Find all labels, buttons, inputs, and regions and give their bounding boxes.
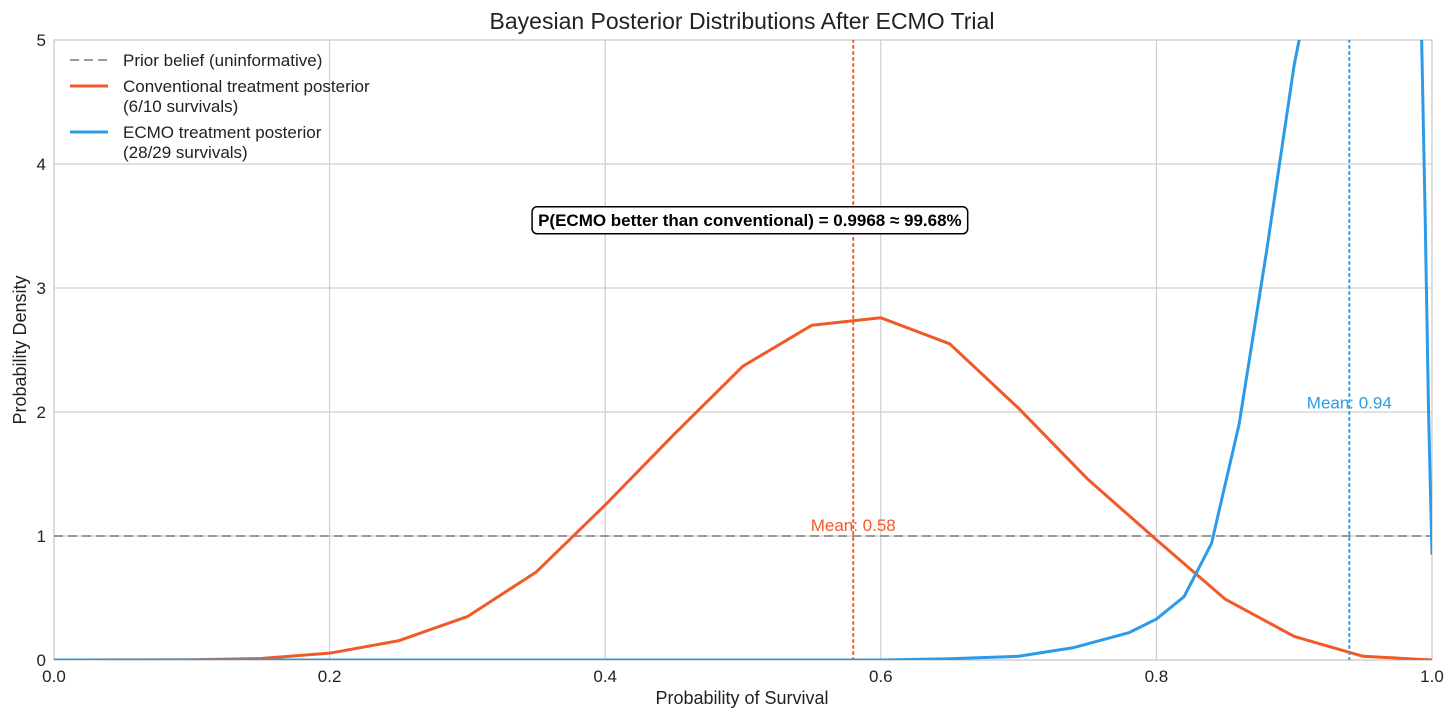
y-tick-label: 0 <box>37 651 46 670</box>
series-line-2 <box>54 40 1432 660</box>
x-tick-label: 1.0 <box>1420 667 1444 686</box>
y-tick-label: 1 <box>37 527 46 546</box>
x-tick-label: 0.6 <box>869 667 893 686</box>
x-tick-label: 0.2 <box>318 667 342 686</box>
x-tick-label: 0.8 <box>1145 667 1169 686</box>
y-axis-label: Probability Density <box>10 275 30 424</box>
probability-annotation: P(ECMO better than conventional) = 0.996… <box>531 206 969 235</box>
legend-label-1: Conventional treatment posterior (6/10 su… <box>123 77 370 116</box>
y-tick-label: 5 <box>37 31 46 50</box>
x-tick-label: 0.4 <box>593 667 617 686</box>
y-tick-label: 3 <box>37 279 46 298</box>
series-group <box>54 40 1432 660</box>
x-tick-label: 0.0 <box>42 667 66 686</box>
chart-title: Bayesian Posterior Distributions After E… <box>490 8 995 34</box>
tick-labels: 0.0 0.2 0.4 0.6 0.8 1.0 0 1 2 3 4 5 <box>37 31 1444 686</box>
mean-label-1: Mean: 0.94 <box>1307 393 1392 412</box>
annotation-box <box>531 206 969 235</box>
x-axis-label: Probability of Survival <box>655 688 828 708</box>
mean-label-0: Mean: 0.58 <box>811 516 896 535</box>
annotation-text: P(ECMO better than conventional) = 0.996… <box>538 211 962 230</box>
y-tick-label: 4 <box>37 155 46 174</box>
legend: Prior belief (uninformative) Conventional… <box>70 51 370 162</box>
legend-label-2: ECMO treatment posterior (28/29 survivals… <box>123 123 322 162</box>
legend-label-0: Prior belief (uninformative) <box>123 51 322 70</box>
y-tick-label: 2 <box>37 403 46 422</box>
mean-lines <box>852 40 1351 660</box>
series-line-1 <box>54 316 1432 660</box>
